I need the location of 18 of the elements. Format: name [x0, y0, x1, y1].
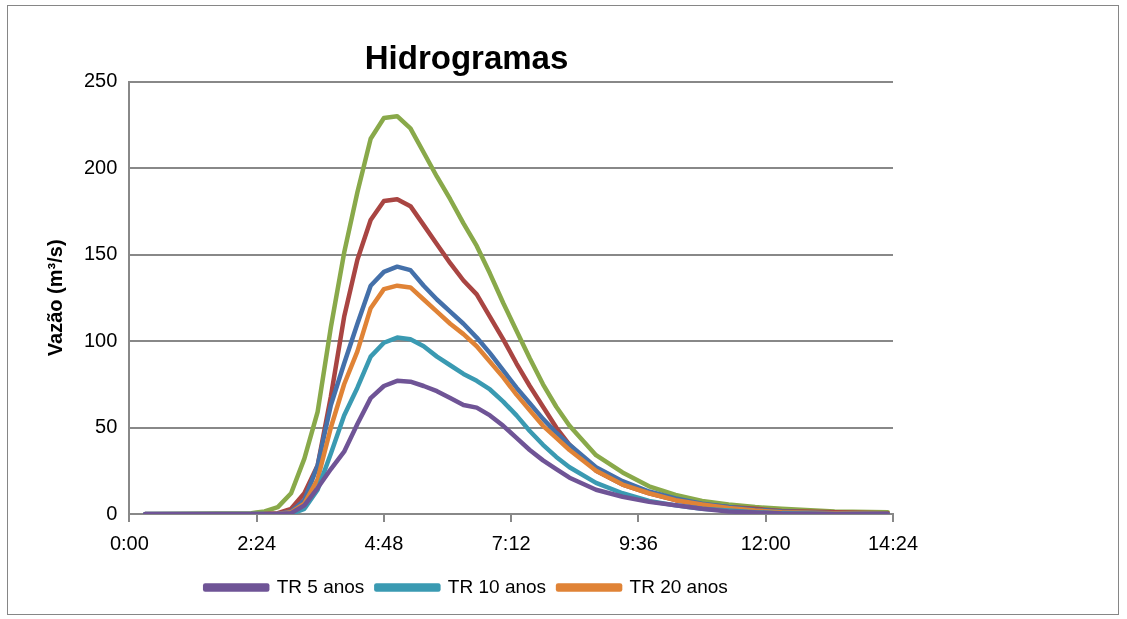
y-tick-label: 150: [83, 242, 118, 265]
x-tick-label: 0:00: [109, 531, 149, 554]
legend-label: TR 20 anos: [629, 575, 728, 597]
legend-label: TR 10 anos: [447, 575, 547, 597]
chart-title: Hidrogramas: [364, 38, 569, 76]
x-tick-label: 14:24: [867, 531, 919, 554]
x-tick-label: 4:48: [364, 531, 404, 554]
y-tick-label: 200: [83, 155, 118, 178]
legend-label: TR 5 anos: [276, 575, 365, 597]
x-tick-label: 9:36: [618, 531, 658, 554]
x-tick-label: 2:24: [237, 531, 277, 554]
y-tick-label: 100: [83, 328, 118, 351]
x-tick-label: 7:12: [491, 531, 531, 554]
x-tick-label: 12:00: [740, 531, 791, 554]
y-axis-title: Vazão (m³/s): [43, 239, 66, 357]
y-tick-label: 250: [83, 69, 118, 92]
y-tick-label: 0: [106, 501, 118, 524]
y-tick-label: 50: [95, 415, 118, 438]
